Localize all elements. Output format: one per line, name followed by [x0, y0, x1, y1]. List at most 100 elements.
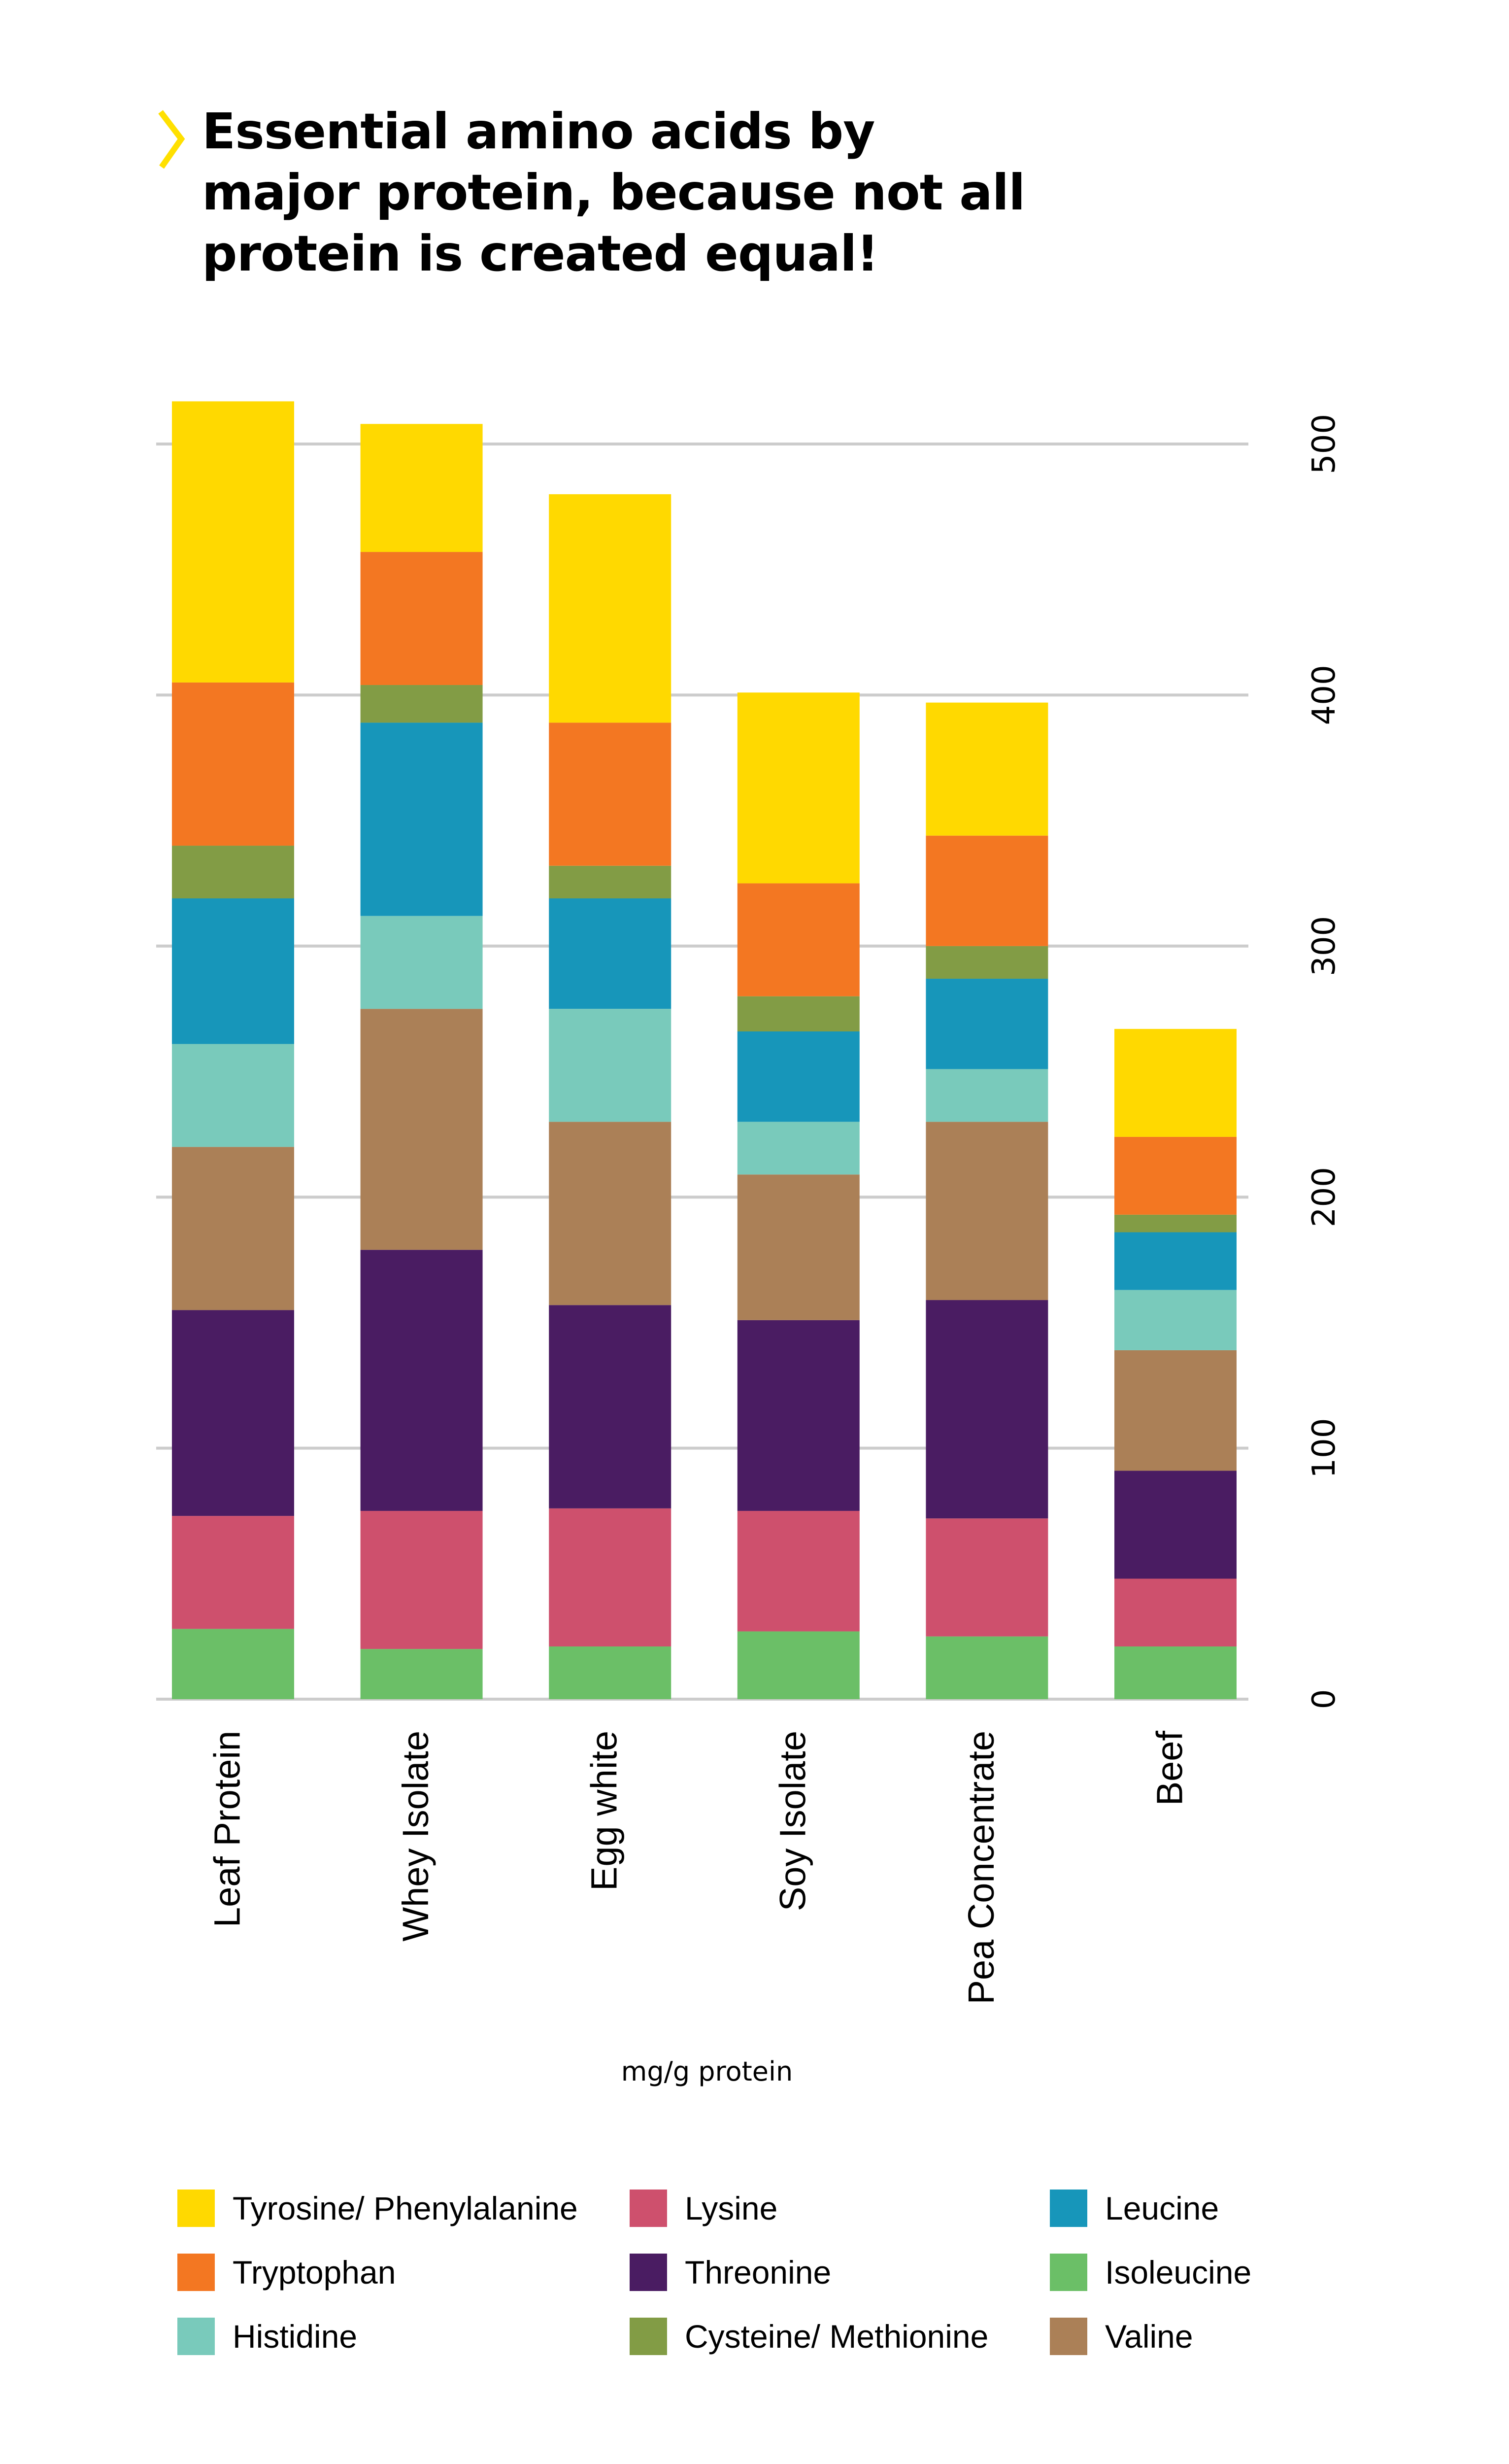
- bar-segment-leucine: [172, 898, 294, 1044]
- x-category-label: Pea Concentrate: [961, 1731, 1002, 2004]
- bar-segment-lysine: [926, 1518, 1048, 1637]
- bar-segment-lysine: [172, 1516, 294, 1629]
- bar-segment-leucine: [737, 1031, 860, 1122]
- legend-swatch: [1050, 2190, 1087, 2227]
- x-category-label: Whey Isolate: [395, 1731, 436, 1942]
- legend-label: Tyrosine/ Phenylalanine: [233, 2190, 578, 2226]
- y-tick-label: 0: [1306, 1689, 1342, 1710]
- bar-segment-tryptophan: [549, 722, 671, 866]
- bar-segment-tryptophan: [172, 682, 294, 846]
- legend-item: Valine: [1050, 2318, 1193, 2355]
- bar-segment-isoleucine: [549, 1646, 671, 1699]
- bar-segment-cysteine-methionine: [360, 685, 483, 723]
- legend-label: Lysine: [685, 2190, 778, 2226]
- bar-segment-threonine: [360, 1250, 483, 1511]
- y-tick-label: 300: [1306, 916, 1342, 976]
- legend-label: Threonine: [685, 2254, 832, 2291]
- bar-segment-isoleucine: [1114, 1646, 1237, 1699]
- bar-segment-tyrosine-phenylalanine: [172, 401, 294, 683]
- x-category-label: Soy Isolate: [772, 1731, 813, 1911]
- bar-stack: [1114, 1028, 1237, 1699]
- bar-segment-lysine: [1114, 1578, 1237, 1647]
- chevron-right-icon: [158, 110, 185, 169]
- legend-item: Threonine: [630, 2254, 831, 2291]
- bar-segment-leucine: [1114, 1232, 1237, 1290]
- legend-swatch: [177, 2318, 215, 2355]
- legend-item: Isoleucine: [1050, 2254, 1251, 2291]
- bar-segment-threonine: [926, 1300, 1048, 1519]
- bar-segment-tryptophan: [1114, 1136, 1237, 1215]
- bar-segment-tryptophan: [360, 552, 483, 685]
- bar-segment-lysine: [737, 1510, 860, 1632]
- legend-swatch: [177, 2190, 215, 2227]
- x-axis-category-labels: Leaf Protein Whey Isolate Egg white Soy Iso…: [207, 1731, 1190, 2005]
- chart-legend: Tyrosine/ Phenylalanine Lysine Leucine Tryp…: [177, 2190, 1409, 2387]
- legend-label: Valine: [1105, 2318, 1193, 2355]
- bar-segment-tyrosine-phenylalanine: [926, 702, 1048, 836]
- legend-item: Cysteine/ Methionine: [630, 2318, 988, 2355]
- legend-item: Tryptophan: [177, 2254, 396, 2291]
- bar-segment-cysteine-methionine: [1114, 1214, 1237, 1232]
- y-axis-tick-labels: 0 100 200 300 400 500: [1306, 414, 1342, 1709]
- chart-title: Essential amino acids by major protein, …: [202, 103, 1025, 282]
- bar-segment-threonine: [172, 1310, 294, 1516]
- bar-stack: [549, 494, 671, 1699]
- bar-segment-valine: [926, 1122, 1048, 1300]
- bar-segment-cysteine-methionine: [737, 996, 860, 1031]
- bar-segment-isoleucine: [737, 1631, 860, 1699]
- bar-segment-threonine: [549, 1305, 671, 1508]
- bar-segment-isoleucine: [360, 1649, 483, 1699]
- legend-label: Histidine: [233, 2318, 358, 2355]
- legend-swatch: [177, 2254, 215, 2291]
- bar-segment-tyrosine-phenylalanine: [1114, 1028, 1237, 1137]
- legend-swatch: [1050, 2254, 1087, 2291]
- gridlines: [156, 443, 1248, 1701]
- bar-segment-histidine: [549, 1009, 671, 1122]
- bar-stack: [926, 702, 1048, 1699]
- bar-segment-leucine: [360, 722, 483, 916]
- bars: [172, 401, 1237, 1699]
- bar-segment-leucine: [926, 979, 1048, 1069]
- bar-segment-valine: [549, 1122, 671, 1305]
- x-category-label: Egg white: [584, 1731, 625, 1891]
- y-tick-label: 100: [1306, 1418, 1342, 1478]
- bar-segment-histidine: [172, 1044, 294, 1147]
- bar-segment-lysine: [549, 1508, 671, 1647]
- bar-segment-tryptophan: [737, 883, 860, 996]
- legend-label: Cysteine/ Methionine: [685, 2318, 989, 2355]
- legend-item: Tyrosine/ Phenylalanine: [177, 2190, 578, 2227]
- bar-segment-cysteine-methionine: [549, 865, 671, 899]
- bar-segment-isoleucine: [172, 1629, 294, 1699]
- legend-swatch: [630, 2254, 667, 2291]
- y-tick-label: 500: [1306, 414, 1342, 474]
- legend-swatch: [1050, 2318, 1087, 2355]
- bar-segment-valine: [737, 1174, 860, 1320]
- bar-segment-lysine: [360, 1510, 483, 1649]
- x-axis-title: mg/g protein: [621, 2056, 793, 2087]
- x-category-label: Beef: [1149, 1731, 1190, 1806]
- bar-segment-leucine: [549, 898, 671, 1009]
- y-tick-label: 400: [1306, 665, 1342, 725]
- bar-stack: [737, 692, 860, 1699]
- bar-segment-threonine: [1114, 1471, 1237, 1579]
- bar-segment-isoleucine: [926, 1636, 1048, 1699]
- bar-segment-tyrosine-phenylalanine: [549, 494, 671, 723]
- legend-swatch: [630, 2190, 667, 2227]
- legend-item: Lysine: [630, 2190, 777, 2227]
- stacked-bar-chart: 0 100 200 300 400 500 Leaf Protein Whey Isolat…: [156, 401, 1342, 2005]
- legend-label: Isoleucine: [1105, 2254, 1252, 2291]
- bar-segment-tryptophan: [926, 835, 1048, 946]
- legend-label: Leucine: [1105, 2190, 1219, 2226]
- bar-segment-cysteine-methionine: [926, 946, 1048, 979]
- bar-segment-histidine: [926, 1069, 1048, 1122]
- legend-item: Histidine: [177, 2318, 357, 2355]
- chevron-stroke: [158, 110, 185, 169]
- x-category-label: Leaf Protein: [207, 1731, 248, 1927]
- bar-segment-valine: [172, 1147, 294, 1310]
- legend-item: Leucine: [1050, 2190, 1219, 2227]
- bar-segment-histidine: [737, 1122, 860, 1175]
- bar-segment-histidine: [1114, 1290, 1237, 1350]
- bar-segment-valine: [360, 1009, 483, 1250]
- legend-swatch: [630, 2318, 667, 2355]
- bar-segment-histidine: [360, 916, 483, 1009]
